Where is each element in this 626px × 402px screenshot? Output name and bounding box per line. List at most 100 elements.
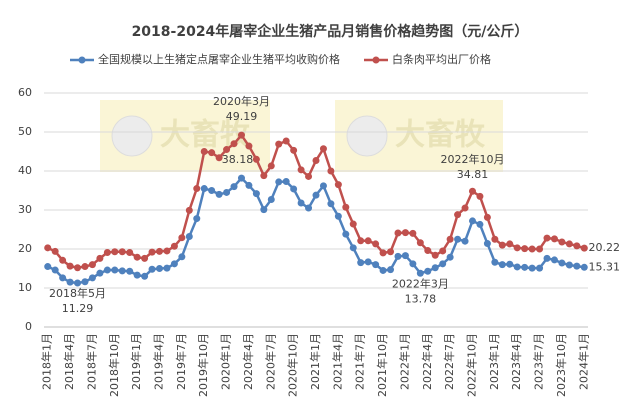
- value-label: 49.19: [226, 110, 258, 123]
- data-point: [74, 264, 82, 272]
- data-point: [141, 254, 149, 262]
- data-point: [223, 188, 231, 196]
- data-point: [290, 185, 298, 193]
- data-point: [468, 217, 476, 225]
- data-point: [409, 260, 417, 268]
- data-point: [96, 269, 104, 277]
- annotation: 2020年3月: [213, 94, 270, 108]
- data-point: [521, 245, 529, 253]
- data-point: [461, 237, 469, 245]
- data-point: [483, 213, 491, 221]
- x-tick-label: 2021年4月: [330, 333, 344, 390]
- data-point: [282, 137, 290, 145]
- data-point: [506, 260, 514, 268]
- data-point: [81, 278, 89, 286]
- data-point: [319, 182, 327, 190]
- data-point: [349, 244, 357, 252]
- data-point: [387, 248, 395, 256]
- data-point: [401, 252, 409, 260]
- data-point: [156, 265, 164, 272]
- data-point: [513, 263, 521, 271]
- data-point: [379, 249, 387, 257]
- y-tick-label: 0: [25, 320, 32, 333]
- data-point: [416, 269, 424, 277]
- data-point: [237, 174, 245, 182]
- data-point: [334, 181, 342, 189]
- data-point: [51, 266, 59, 274]
- data-point: [170, 260, 178, 268]
- data-point: [357, 259, 365, 267]
- annotation: 2022年3月: [392, 276, 449, 290]
- data-point: [536, 245, 544, 253]
- data-point: [148, 265, 156, 273]
- x-tick-label: 2022年4月: [420, 333, 434, 390]
- x-tick-label: 2022年7月: [442, 333, 456, 390]
- data-point: [580, 244, 588, 252]
- value-label: 34.81: [457, 168, 489, 181]
- legend-marker: [372, 56, 380, 64]
- x-tick-label: 2019年10月: [196, 333, 210, 397]
- data-point: [431, 264, 439, 272]
- data-point: [260, 206, 268, 214]
- data-point: [573, 262, 581, 270]
- data-point: [424, 267, 432, 275]
- data-point: [573, 242, 581, 250]
- data-point: [491, 258, 499, 266]
- x-tick-label: 2018年4月: [62, 333, 76, 390]
- x-tick-label: 2023年7月: [532, 333, 546, 390]
- data-point: [178, 253, 186, 261]
- data-point: [327, 167, 335, 175]
- data-point: [528, 264, 536, 272]
- data-point: [409, 229, 417, 237]
- data-point: [252, 155, 260, 163]
- data-point: [170, 242, 178, 250]
- data-point: [237, 131, 245, 139]
- data-point: [439, 260, 447, 268]
- data-point: [223, 146, 231, 154]
- data-point: [565, 261, 573, 269]
- data-point: [319, 145, 327, 153]
- data-point: [357, 237, 365, 245]
- data-point: [305, 172, 313, 180]
- x-tick-label: 2023年10月: [554, 333, 568, 397]
- data-point: [446, 253, 454, 261]
- value-label: 38.18: [222, 153, 254, 166]
- data-point: [498, 241, 506, 249]
- value-label: 20.22: [589, 241, 621, 254]
- data-point: [416, 239, 424, 247]
- legend-marker: [78, 56, 86, 64]
- data-point: [349, 220, 357, 228]
- data-point: [543, 254, 551, 262]
- data-point: [476, 220, 484, 228]
- value-label: 11.29: [62, 302, 94, 315]
- data-point: [342, 203, 350, 211]
- data-point: [260, 172, 268, 180]
- data-point: [103, 266, 111, 274]
- data-point: [379, 266, 387, 274]
- watermark-logo: [346, 115, 388, 157]
- data-point: [334, 212, 342, 220]
- data-point: [364, 258, 372, 266]
- data-point: [200, 148, 208, 155]
- data-point: [267, 195, 275, 203]
- data-point: [372, 261, 380, 269]
- watermark-logo: [111, 115, 153, 157]
- data-point: [208, 187, 216, 194]
- data-point: [372, 240, 380, 248]
- data-point: [230, 140, 238, 148]
- annotation: 2022年10月: [440, 152, 504, 166]
- data-point: [483, 240, 491, 248]
- data-point: [387, 266, 395, 274]
- x-tick-label: 2021年1月: [308, 333, 322, 390]
- legend-label: 白条肉平均出厂价格: [392, 52, 491, 66]
- x-tick-label: 2019年4月: [152, 333, 166, 390]
- data-point: [401, 229, 409, 237]
- data-point: [59, 256, 67, 264]
- data-point: [558, 238, 566, 246]
- x-tick-label: 2023年4月: [509, 333, 523, 390]
- data-point: [111, 266, 119, 274]
- data-point: [88, 261, 96, 269]
- data-point: [297, 166, 305, 174]
- data-point: [133, 271, 141, 279]
- data-point: [394, 252, 402, 260]
